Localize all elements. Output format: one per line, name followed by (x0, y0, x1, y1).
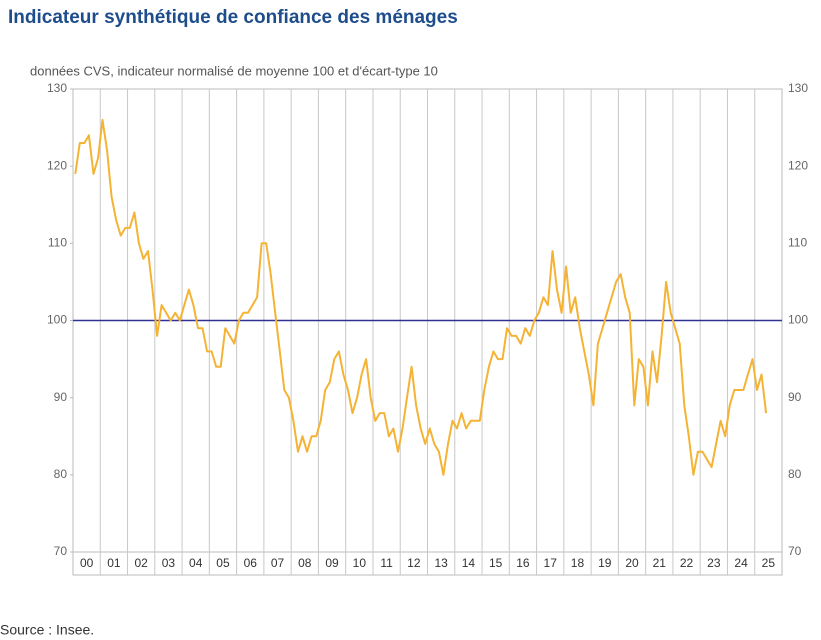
y-tick-label: 110 (48, 236, 67, 250)
x-tick-label: 21 (653, 556, 667, 570)
x-tick-label: 18 (571, 556, 585, 570)
x-tick-label: 05 (216, 556, 230, 570)
x-tick-label: 01 (107, 556, 121, 570)
x-tick-label: 23 (707, 556, 721, 570)
x-tick-label: 03 (162, 556, 176, 570)
y2-tick-label: 130 (788, 81, 808, 95)
x-tick-label: 16 (516, 556, 530, 570)
source-note: Source : Insee. (0, 622, 94, 638)
x-tick-label: 13 (434, 556, 448, 570)
x-tick-label: 14 (462, 556, 476, 570)
chart-title: Indicateur synthétique de confiance des … (8, 7, 458, 28)
y-tick-label: 130 (47, 81, 67, 95)
y-tick-label: 80 (54, 467, 68, 481)
y-tick-label: 70 (54, 544, 68, 558)
x-tick-label: 11 (380, 556, 393, 570)
y2-tick-label: 90 (788, 390, 802, 404)
y2-tick-label: 110 (788, 236, 807, 250)
x-tick-label: 12 (407, 556, 421, 570)
x-tick-label: 00 (80, 556, 94, 570)
x-tick-label: 06 (244, 556, 258, 570)
y2-tick-label: 80 (788, 467, 802, 481)
x-tick-label: 09 (325, 556, 339, 570)
x-tick-label: 24 (734, 556, 748, 570)
x-tick-label: 19 (598, 556, 612, 570)
x-tick-label: 17 (544, 556, 558, 570)
x-tick-label: 04 (189, 556, 203, 570)
x-tick-label: 10 (353, 556, 367, 570)
y2-tick-label: 100 (788, 313, 808, 327)
y2-tick-label: 70 (788, 544, 802, 558)
y-tick-label: 90 (54, 390, 68, 404)
data-line (74, 118, 768, 476)
chart-subtitle: données CVS, indicateur normalisé de moy… (30, 63, 438, 78)
x-tick-label: 02 (134, 556, 148, 570)
x-tick-label: 15 (489, 556, 503, 570)
y-tick-label: 120 (47, 158, 67, 172)
y-tick-label: 100 (47, 313, 67, 327)
x-tick-label: 25 (762, 556, 776, 570)
x-tick-label: 08 (298, 556, 312, 570)
x-tick-label: 20 (625, 556, 639, 570)
x-tick-label: 07 (271, 556, 285, 570)
y2-tick-label: 120 (788, 158, 808, 172)
x-tick-label: 22 (680, 556, 694, 570)
